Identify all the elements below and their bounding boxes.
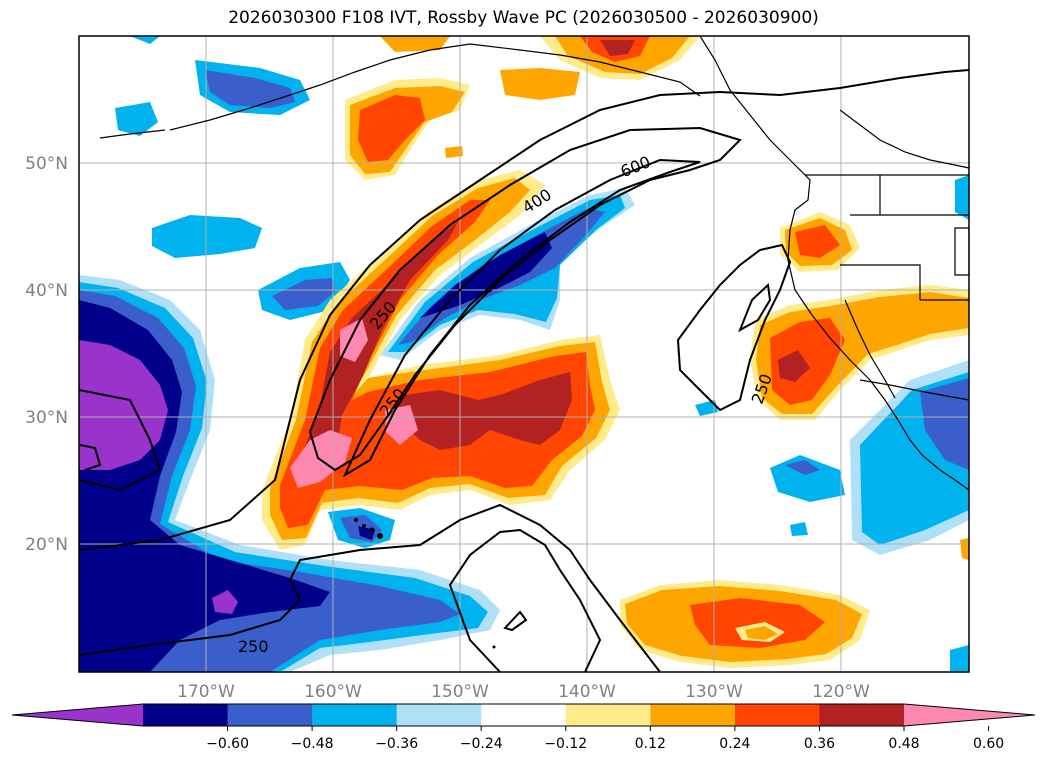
lat-label-40: 40°N <box>25 281 68 301</box>
colorbar-tick-label: 0.24 <box>719 736 750 752</box>
lon-label-170w: 170°W <box>177 682 235 702</box>
colorbar-segment <box>143 704 229 726</box>
lon-label-140w: 140°W <box>558 682 616 702</box>
colorbar-tick-label: −0.24 <box>460 736 503 752</box>
contour-250 <box>79 389 162 492</box>
colorbar-tick-label: −0.60 <box>206 736 249 752</box>
neg-region-west-extreme <box>79 340 168 470</box>
colorbar-segment <box>396 704 482 726</box>
lon-label-120w: 120°W <box>812 682 870 702</box>
colorbar-segment <box>734 704 820 726</box>
longitude-labels: 170°W 160°W 150°W 140°W 130°W 120°W <box>177 682 870 702</box>
lat-label-20: 20°N <box>25 535 68 555</box>
colorbar-segment <box>565 704 651 726</box>
colorbar-segment <box>819 704 905 726</box>
ivt-shading <box>79 36 969 672</box>
lat-label-30: 30°N <box>25 408 68 428</box>
lon-label-130w: 130°W <box>685 682 743 702</box>
colorbar-segment <box>650 704 736 726</box>
lon-label-150w: 150°W <box>431 682 489 702</box>
colorbar-extension-low <box>12 704 143 726</box>
colorbar: −0.60 −0.48 −0.36 −0.24 −0.12 0.12 0.24 0.36 0.4… <box>11 703 1036 752</box>
graticule <box>79 36 969 672</box>
neg-region-west-extreme2 <box>212 590 238 614</box>
islands <box>354 518 496 649</box>
colorbar-segment <box>481 704 567 726</box>
colorbar-outline <box>11 703 1036 727</box>
colorbar-tick-label: 0.48 <box>888 736 919 752</box>
contour-label-250-d: 250 <box>238 637 269 656</box>
lon-label-160w: 160°W <box>304 682 362 702</box>
colorbar-tick-label: 0.60 <box>973 736 1004 752</box>
lat-label-50: 50°N <box>25 154 68 174</box>
contour-400 <box>308 126 742 472</box>
contour-250-east <box>676 243 792 412</box>
colorbar-segment <box>227 704 313 726</box>
map-title: 2026030300 F108 IVT, Rossby Wave PC (202… <box>228 8 819 28</box>
colorbar-segment <box>312 704 398 726</box>
ivt-contours <box>79 69 969 672</box>
latitude-labels: 50°N 40°N 30°N 20°N <box>25 154 68 555</box>
colorbar-tick-label: −0.36 <box>375 736 418 752</box>
map-frame <box>78 35 970 673</box>
colorbar-tick-label: 0.12 <box>635 736 666 752</box>
colorbar-extension-high <box>904 704 1035 726</box>
colorbar-tick-label: −0.48 <box>291 736 334 752</box>
colorbar-tick-label: 0.36 <box>804 736 835 752</box>
coastlines <box>99 36 969 491</box>
colorbar-tick-label: −0.12 <box>544 736 587 752</box>
